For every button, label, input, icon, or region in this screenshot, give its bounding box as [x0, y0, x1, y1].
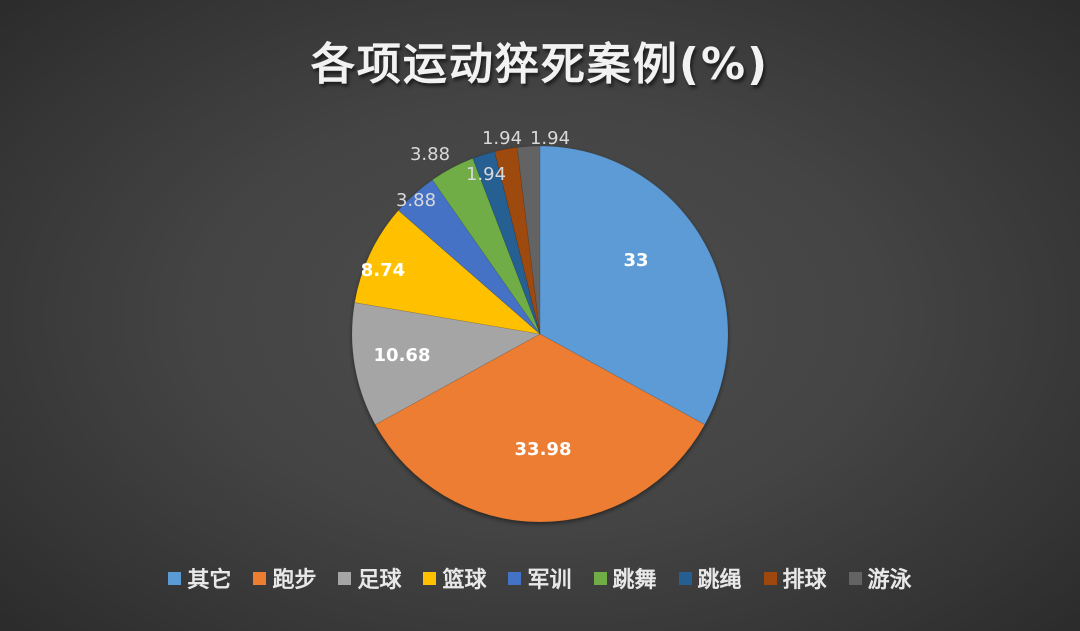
data-label: 8.74 [361, 260, 405, 281]
chart-title: 各项运动猝死案例(%) [310, 39, 770, 90]
pie-slice-其它 [539, 145, 729, 426]
legend-label: 跳绳 [697, 568, 742, 593]
legend-item: 游泳 [848, 562, 912, 594]
legend-swatch-icon [763, 571, 777, 585]
legend-item: 排球 [763, 562, 827, 594]
legend-swatch-icon [593, 571, 607, 585]
data-label: 33 [623, 250, 648, 271]
legend-item: 跳绳 [678, 562, 742, 594]
data-label: 1.94 [466, 164, 506, 185]
legend-label: 足球 [357, 568, 402, 593]
data-label: 3.88 [396, 190, 436, 211]
legend-label: 跑步 [272, 568, 317, 593]
data-label: 10.68 [374, 345, 431, 366]
legend-swatch-icon [423, 571, 437, 585]
pie-slice-足球 [351, 302, 541, 426]
chart-legend: 其它 跑步 足球 篮球 军训 跳舞 跳绳 排球 游泳 [0, 562, 1080, 594]
pie-slice-跑步 [374, 333, 706, 523]
legend-item: 跳舞 [593, 562, 657, 594]
data-label: 33.98 [515, 439, 572, 460]
legend-item: 足球 [338, 562, 401, 594]
pie-slice-游泳 [516, 145, 541, 335]
legend-item: 其它 [168, 562, 231, 594]
legend-label: 篮球 [442, 568, 487, 593]
legend-swatch-icon [678, 571, 692, 585]
legend-label: 排球 [782, 568, 827, 593]
legend-label: 游泳 [867, 568, 912, 593]
data-label: 1.94 [530, 128, 570, 149]
legend-swatch-icon [848, 571, 862, 585]
legend-label: 其它 [187, 568, 232, 593]
legend-item: 篮球 [423, 562, 486, 594]
data-label: 1.94 [482, 128, 522, 149]
legend-swatch-icon [338, 571, 352, 585]
legend-item: 跑步 [253, 562, 316, 594]
pie-slice-篮球 [354, 209, 541, 335]
legend-item: 军训 [508, 562, 572, 594]
legend-swatch-icon [253, 571, 267, 585]
data-label: 3.88 [410, 144, 450, 165]
legend-label: 跳舞 [612, 568, 657, 593]
legend-swatch-icon [168, 571, 182, 585]
legend-swatch-icon [508, 571, 522, 585]
legend-label: 军训 [527, 568, 572, 593]
